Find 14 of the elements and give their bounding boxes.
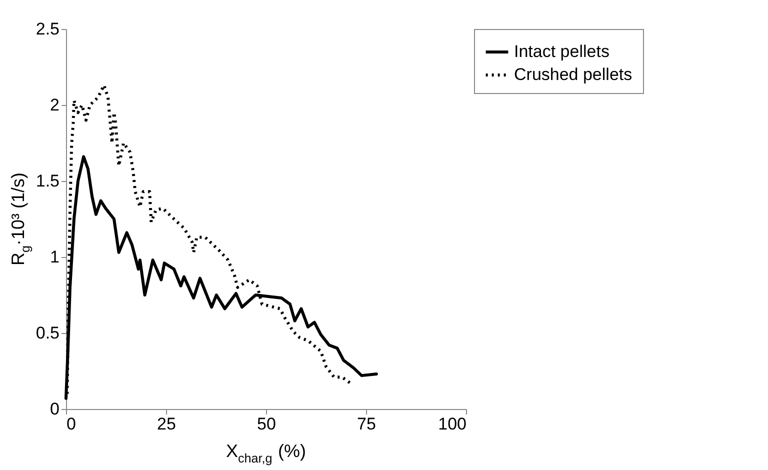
- y-tick-label: 0: [50, 400, 60, 418]
- x-tick-label: 75: [357, 414, 376, 434]
- x-tick-label: 25: [157, 414, 176, 434]
- y-tick-label: 1: [50, 248, 60, 266]
- y-tick-label: 2: [50, 96, 60, 114]
- y-tick-label: 2.5: [36, 20, 60, 38]
- y-tick-label: 1.5: [36, 172, 60, 190]
- y-tick-label: 0.5: [36, 324, 60, 342]
- x-tick-label: 100: [438, 414, 466, 434]
- x-tick-label: 0: [66, 414, 76, 434]
- legend-label: Crushed pellets: [514, 65, 632, 84]
- legend-label: Intact pellets: [514, 42, 610, 61]
- x-tick-label: 50: [257, 414, 276, 434]
- y-axis-title: Rg·10³ (1/s): [8, 172, 32, 266]
